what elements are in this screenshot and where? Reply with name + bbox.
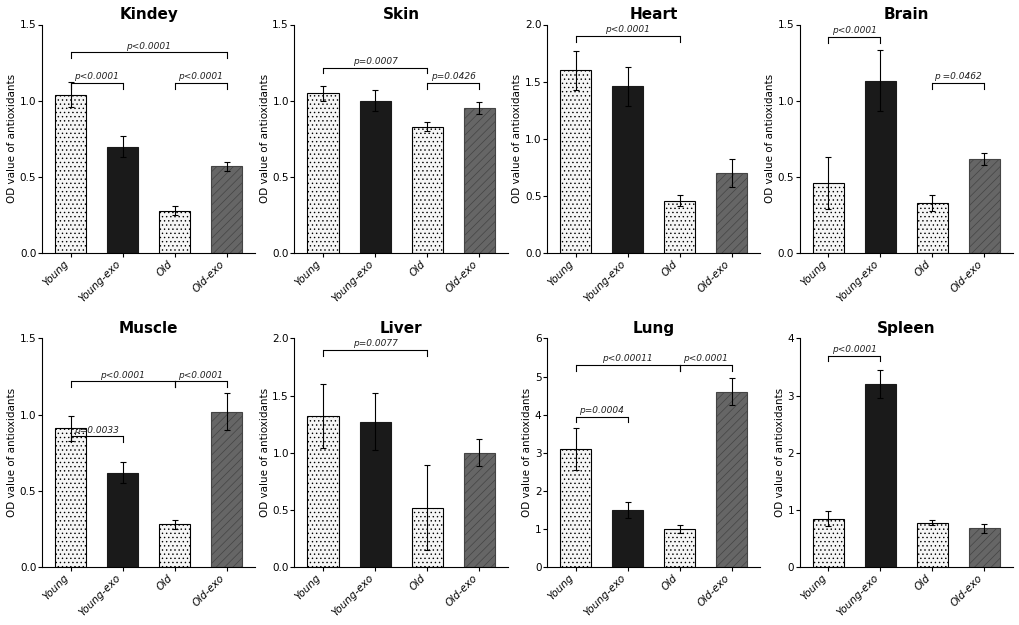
Bar [464, 108, 494, 253]
Text: p<0.00011: p<0.00011 [602, 354, 652, 363]
Text: p<0.0001: p<0.0001 [178, 371, 223, 379]
Bar [55, 428, 86, 567]
Y-axis label: OD value of antioxidants: OD value of antioxidants [7, 388, 17, 518]
Bar [307, 416, 338, 567]
Title: Spleen: Spleen [876, 321, 934, 336]
Text: p<0.0001: p<0.0001 [683, 354, 728, 363]
Bar [715, 173, 747, 253]
Text: p=0.0004: p=0.0004 [579, 406, 624, 415]
Bar [211, 412, 243, 567]
Bar [864, 384, 895, 567]
Title: Heart: Heart [629, 7, 678, 22]
Bar [55, 94, 86, 253]
Text: p<0.0001: p<0.0001 [832, 26, 876, 35]
Text: p=0.0033: p=0.0033 [74, 426, 119, 434]
Title: Lung: Lung [632, 321, 675, 336]
Y-axis label: OD value of antioxidants: OD value of antioxidants [773, 388, 784, 518]
Bar [864, 81, 895, 253]
Text: p<0.0001: p<0.0001 [604, 25, 649, 34]
Bar [464, 452, 494, 567]
Bar [663, 529, 695, 567]
Title: Brain: Brain [882, 7, 928, 22]
Y-axis label: OD value of antioxidants: OD value of antioxidants [522, 388, 532, 518]
Bar [916, 203, 947, 253]
Bar [916, 522, 947, 567]
Title: Skin: Skin [382, 7, 420, 22]
Bar [412, 508, 442, 567]
Bar [211, 166, 243, 253]
Bar [611, 86, 643, 253]
Y-axis label: OD value of antioxidants: OD value of antioxidants [764, 74, 773, 204]
Bar [412, 127, 442, 253]
Bar [159, 211, 191, 253]
Text: p<0.0001: p<0.0001 [832, 345, 876, 354]
Bar [663, 201, 695, 253]
Bar [107, 472, 139, 567]
Text: p<0.0001: p<0.0001 [126, 41, 171, 51]
Text: p =0.0462: p =0.0462 [933, 72, 981, 81]
Text: p<0.0001: p<0.0001 [74, 72, 119, 81]
Bar [611, 510, 643, 567]
Text: p=0.0426: p=0.0426 [430, 72, 475, 81]
Bar [359, 422, 390, 567]
Text: p<0.0001: p<0.0001 [178, 72, 223, 81]
Title: Kindey: Kindey [119, 7, 178, 22]
Title: Liver: Liver [379, 321, 422, 336]
Bar [968, 528, 999, 567]
Bar [107, 146, 139, 253]
Bar [715, 392, 747, 567]
Bar [559, 449, 591, 567]
Y-axis label: OD value of antioxidants: OD value of antioxidants [259, 74, 269, 204]
Text: p<0.0001: p<0.0001 [100, 371, 145, 379]
Text: p=0.0077: p=0.0077 [353, 339, 397, 348]
Bar [968, 159, 999, 253]
Bar [812, 519, 843, 567]
Bar [812, 183, 843, 253]
Bar [359, 101, 390, 253]
Y-axis label: OD value of antioxidants: OD value of antioxidants [512, 74, 522, 204]
Y-axis label: OD value of antioxidants: OD value of antioxidants [7, 74, 17, 204]
Bar [559, 70, 591, 253]
Y-axis label: OD value of antioxidants: OD value of antioxidants [259, 388, 269, 518]
Bar [307, 93, 338, 253]
Title: Muscle: Muscle [119, 321, 178, 336]
Text: p=0.0007: p=0.0007 [353, 57, 397, 66]
Bar [159, 524, 191, 567]
